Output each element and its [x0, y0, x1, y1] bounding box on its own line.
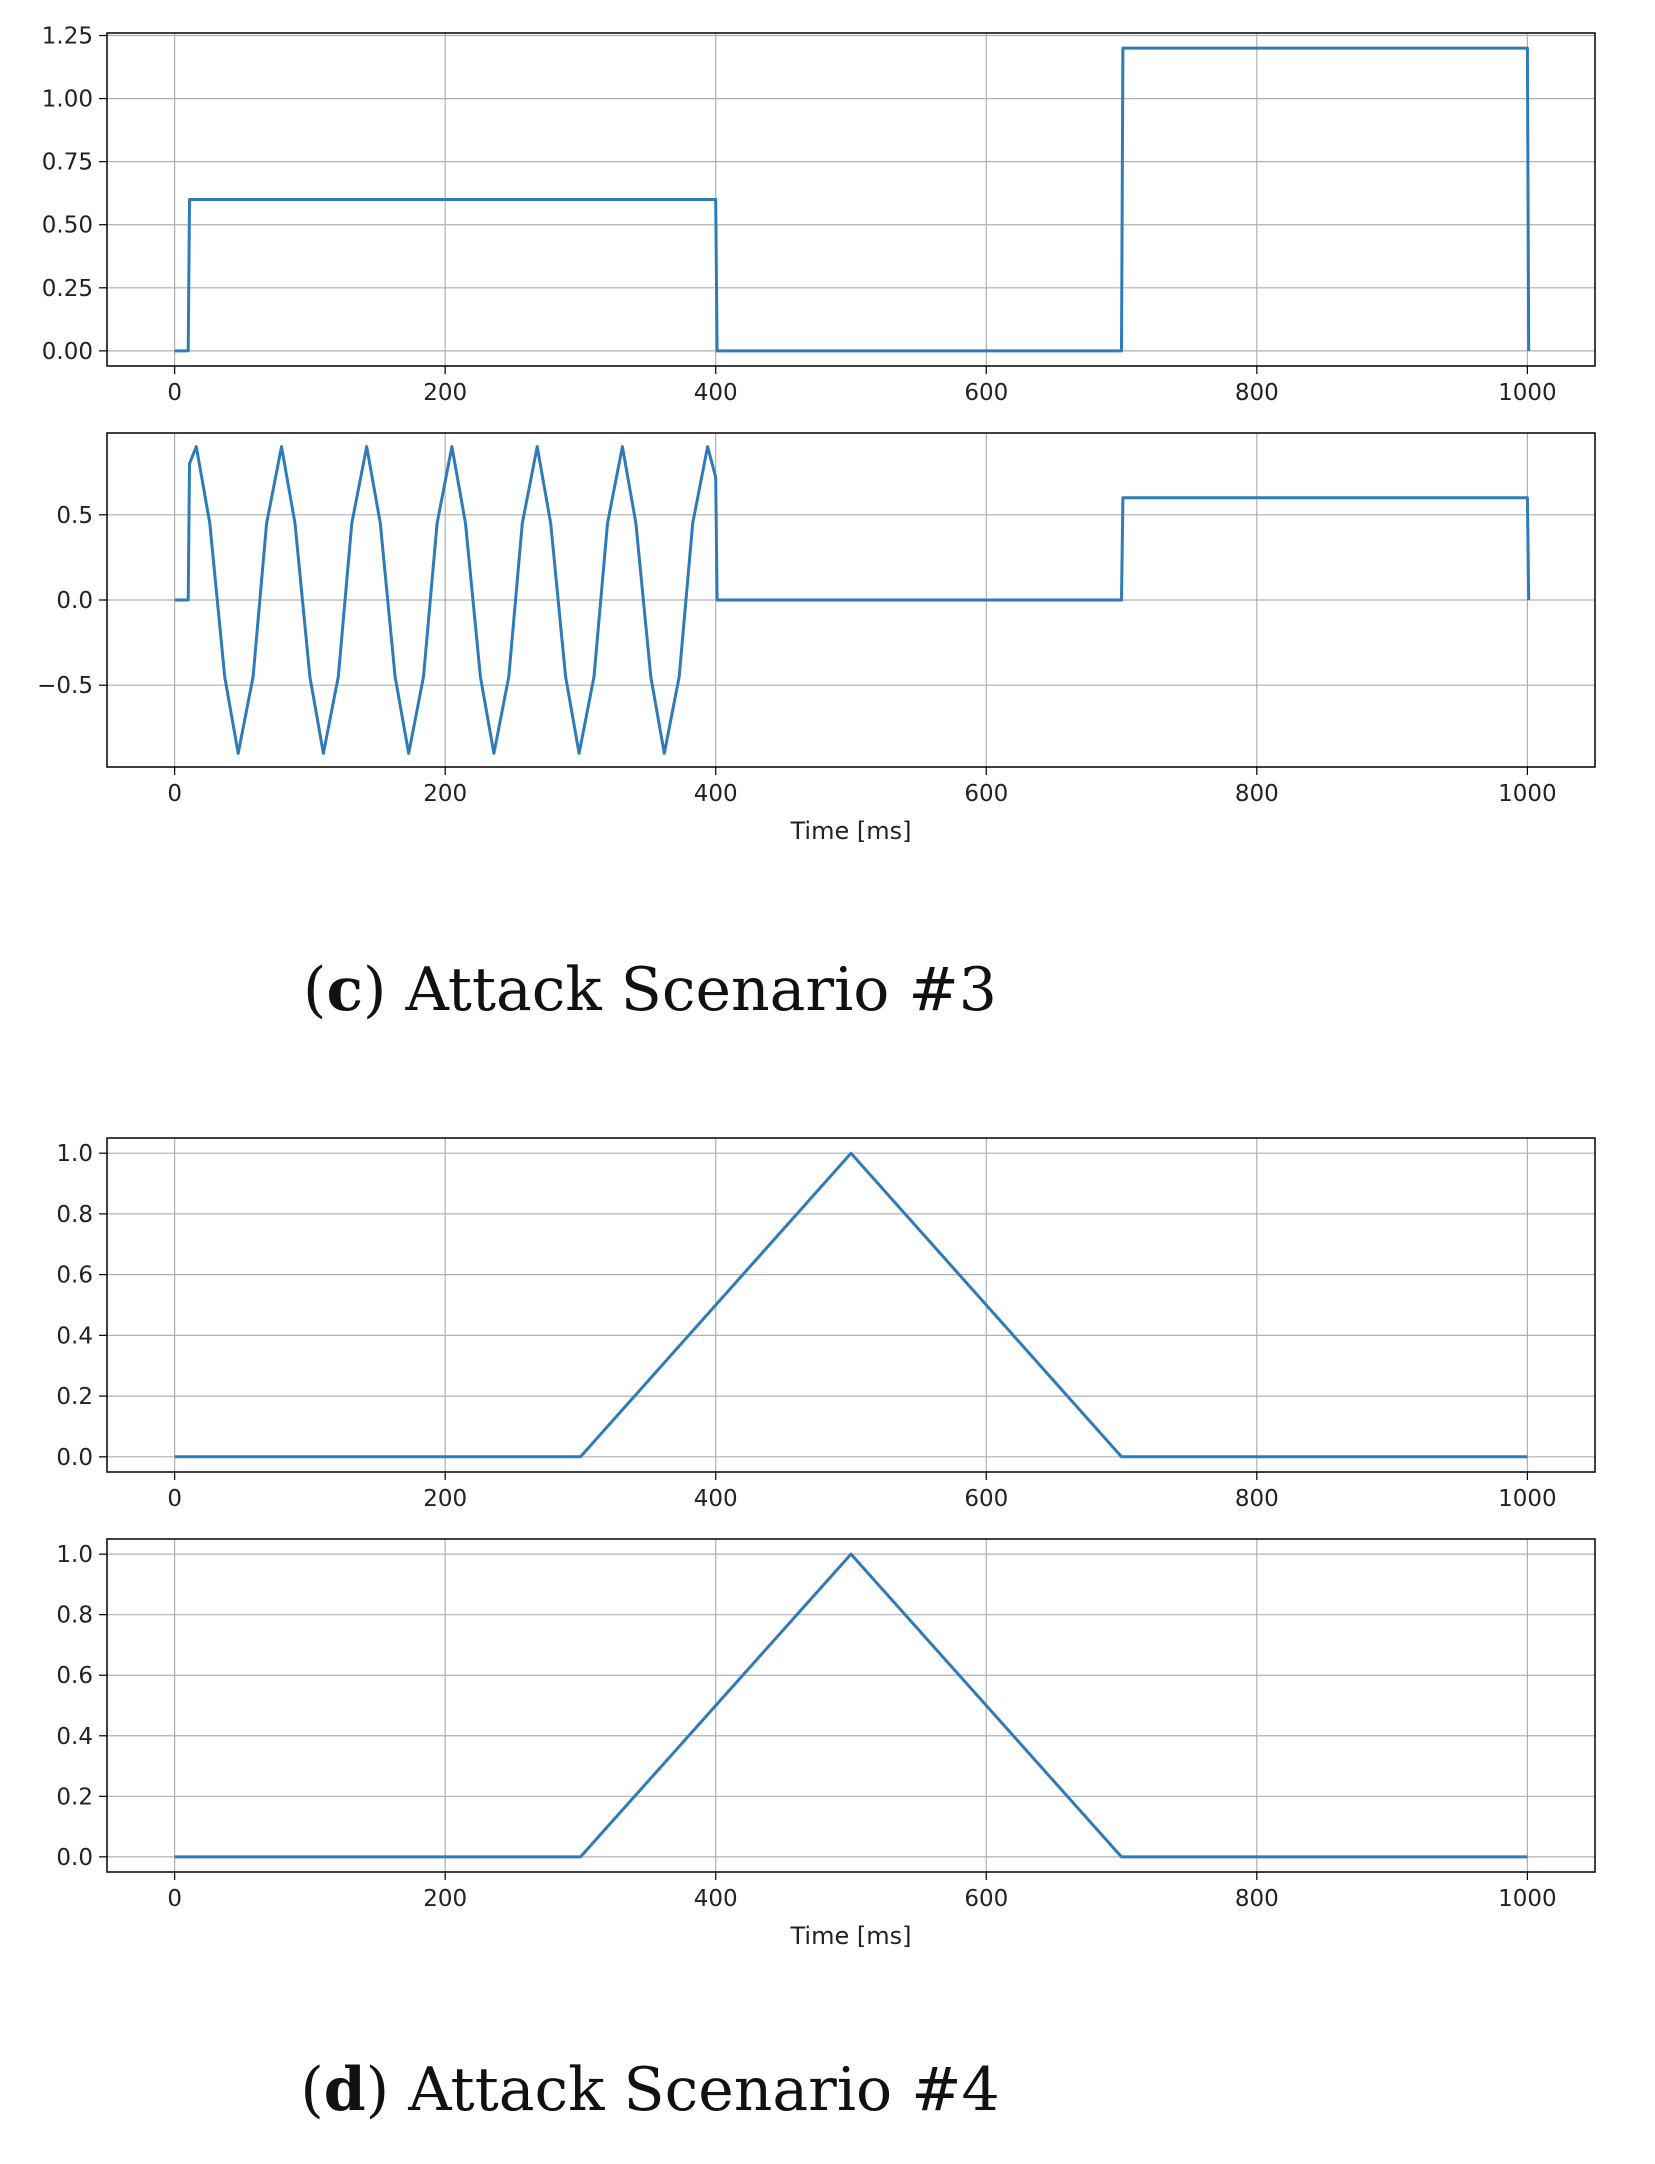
y-tick-label: 0.2: [56, 1384, 93, 1410]
x-tick-label: 800: [1235, 781, 1279, 807]
y-tick-label: 0.2: [56, 1784, 93, 1810]
x-tick-label: 1000: [1498, 781, 1557, 807]
x-tick-label: 1000: [1498, 1486, 1557, 1512]
x-tick-label: 800: [1235, 1486, 1279, 1512]
y-tick-label: 0.4: [56, 1724, 93, 1750]
y-tick-label: 1.00: [42, 87, 93, 113]
caption-c: (c) Attack Scenario #3: [303, 955, 997, 1025]
axes-frame: [106, 432, 1596, 768]
chart-panel-d-top: 0 200 400 600 800 1000 0.0 0.2 0.4 0.6 0.8 1.0: [56, 1137, 1596, 1512]
caption-c-letter: c: [326, 955, 364, 1025]
x-axis-label: Time [ms]: [790, 817, 912, 845]
x-tick-label: 600: [964, 380, 1008, 406]
y-tick-label: 1.25: [42, 24, 93, 50]
y-tick-label: 0.0: [56, 1845, 93, 1871]
y-tick-label: 0.75: [42, 150, 93, 176]
y-tick-label: 0.6: [56, 1663, 93, 1689]
y-tick-label: −0.5: [37, 673, 93, 699]
series-line: [174, 1552, 1528, 1859]
x-tick-label: 400: [694, 1886, 738, 1912]
y-tick-label: 1.0: [56, 1141, 93, 1167]
x-tick-label: 200: [423, 1486, 467, 1512]
x-tick-label: 1000: [1498, 1886, 1557, 1912]
x-tick-label: 600: [964, 1886, 1008, 1912]
y-tick-label: 0.0: [56, 1445, 93, 1471]
x-tick-label: 0: [167, 781, 182, 807]
x-tick-label: 0: [167, 1486, 182, 1512]
x-tick-label: 1000: [1498, 380, 1557, 406]
x-tick-label: 600: [964, 1486, 1008, 1512]
x-tick-label: 400: [694, 380, 738, 406]
y-tick-label: 0.0: [56, 588, 93, 614]
x-tick-label: 800: [1235, 380, 1279, 406]
y-tick-label: 0.4: [56, 1323, 93, 1349]
x-tick-label: 400: [694, 1486, 738, 1512]
y-tick-label: 0.25: [42, 276, 93, 302]
x-tick-label: 600: [964, 781, 1008, 807]
y-tick-label: 0.8: [56, 1603, 93, 1629]
caption-c-text: Attack Scenario #3: [405, 955, 997, 1025]
y-tick-label: 0.5: [56, 503, 93, 529]
x-tick-label: 200: [423, 380, 467, 406]
y-tick-label: 0.00: [42, 339, 93, 365]
x-tick-label: 0: [167, 380, 182, 406]
y-tick-label: 0.8: [56, 1202, 93, 1228]
x-tick-label: 400: [694, 781, 738, 807]
axes-frame: [106, 32, 1596, 367]
chart-panel-c-bottom: 0 200 400 600 800 1000 −0.5 0.0 0.5 Time [ms]: [37, 432, 1596, 845]
series-line: [174, 46, 1531, 353]
x-tick-label: 200: [423, 1886, 467, 1912]
x-tick-label: 800: [1235, 1886, 1279, 1912]
y-tick-label: 0.6: [56, 1263, 93, 1289]
x-axis-label: Time [ms]: [790, 1922, 912, 1950]
x-tick-label: 200: [423, 781, 467, 807]
y-tick-label: 0.50: [42, 213, 93, 239]
chart-panel-d-bottom: 0 200 400 600 800 1000 0.0 0.2 0.4 0.6 0.8 1.0 Time …: [56, 1538, 1596, 1950]
y-tick-label: 1.0: [56, 1542, 93, 1568]
x-tick-label: 0: [167, 1886, 182, 1912]
series-line: [174, 1151, 1528, 1459]
caption-d-text: Attack Scenario #4: [408, 2055, 1000, 2125]
caption-d: (d) Attack Scenario #4: [300, 2055, 1000, 2125]
chart-panel-c-top: 0 200 400 600 800 1000 0.00 0.25 0.50 0.75 1.00 1.2…: [42, 24, 1596, 406]
axes-frame: [106, 1538, 1596, 1873]
series-line: [174, 445, 1531, 755]
caption-d-letter: d: [323, 2055, 366, 2125]
axes-frame: [106, 1137, 1596, 1473]
